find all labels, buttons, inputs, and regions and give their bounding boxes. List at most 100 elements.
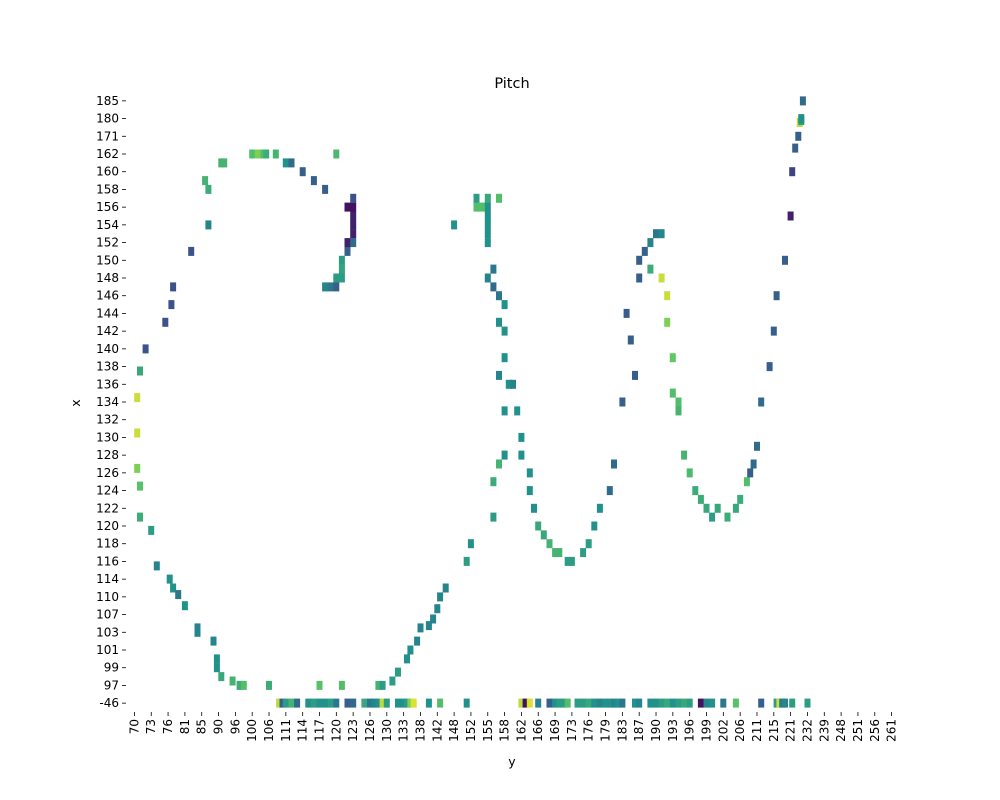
heatmap-cell <box>202 176 209 186</box>
x-tick-label: 196 <box>683 719 697 742</box>
heatmap-cell <box>664 291 671 301</box>
heatmap-cell <box>442 583 449 593</box>
y-tick-label: 162 <box>96 147 119 161</box>
heatmap-cell <box>714 503 721 513</box>
y-tick-label: 136 <box>96 377 119 391</box>
heatmap-cell <box>473 193 480 203</box>
heatmap-cell <box>496 459 502 469</box>
heatmap-cell <box>282 158 289 168</box>
heatmap-cell <box>675 397 682 407</box>
heatmap-cell <box>724 512 731 522</box>
x-tick-label: 114 <box>296 719 310 742</box>
y-tick-label: 130 <box>96 430 119 444</box>
heatmap-cell <box>299 167 306 177</box>
heatmap-cell <box>430 614 437 624</box>
heatmap-cell <box>552 698 559 708</box>
heatmap-cell <box>375 698 382 708</box>
heatmap-cell <box>322 184 329 194</box>
x-tick-label: 221 <box>784 719 798 742</box>
y-tick-label: 103 <box>96 625 119 639</box>
heatmap-cell <box>675 406 682 416</box>
heatmap-cell <box>333 149 340 159</box>
y-tick-label: 146 <box>96 289 119 303</box>
heatmap-cell <box>585 698 592 708</box>
heatmap-cells <box>134 96 811 708</box>
y-axis-label: x <box>68 399 83 406</box>
x-tick-label: 206 <box>733 719 747 742</box>
heatmap-cell <box>574 698 581 708</box>
heatmap-cell <box>782 255 788 265</box>
heatmap-cell <box>632 698 638 708</box>
heatmap-cell <box>484 220 491 230</box>
heatmap-cell <box>531 503 537 513</box>
heatmap-cell <box>463 698 470 708</box>
x-tick-label: 183 <box>615 719 629 742</box>
heatmap-cell <box>789 698 796 708</box>
x-axis-label: y <box>508 754 516 769</box>
heatmap-cell <box>703 503 710 513</box>
heatmap-cell <box>400 698 407 708</box>
x-tick-label: 162 <box>514 719 528 742</box>
heatmap-cell <box>288 158 295 168</box>
heatmap-cell <box>437 698 444 708</box>
y-tick-label: 185 <box>96 94 119 108</box>
x-tick-label: 173 <box>565 719 579 742</box>
heatmap-cell <box>732 503 739 513</box>
heatmap-cell <box>664 317 671 327</box>
x-tick-label: 169 <box>548 719 562 742</box>
y-tick-label: 101 <box>96 643 119 657</box>
heatmap-cell <box>166 574 173 584</box>
heatmap-cell <box>437 592 444 602</box>
heatmap-cell <box>647 238 654 248</box>
heatmap-cell <box>137 366 143 376</box>
heatmap-cell <box>632 370 638 380</box>
heatmap-cell <box>240 680 247 690</box>
heatmap-cell <box>350 238 357 248</box>
heatmap-cell <box>350 229 357 239</box>
heatmap-cell <box>770 326 777 336</box>
x-tick-label: 70 <box>127 719 141 734</box>
heatmap-cell <box>410 698 417 708</box>
heatmap-cell <box>501 406 508 416</box>
heatmap-cell <box>383 698 390 708</box>
x-tick-label: 176 <box>582 719 596 742</box>
heatmap-cell <box>737 494 744 504</box>
heatmap-cell <box>162 317 169 327</box>
heatmap-cell <box>407 698 414 708</box>
heatmap-cell <box>218 672 225 682</box>
heatmap-cell <box>501 450 508 460</box>
heatmap-cell <box>526 486 533 496</box>
heatmap-cell <box>229 676 236 686</box>
x-tick-label: 155 <box>481 719 495 742</box>
heatmap-cell <box>425 621 432 631</box>
heatmap-cell <box>367 698 373 708</box>
heatmap-cell <box>647 698 654 708</box>
heatmap-cell <box>350 202 357 212</box>
x-tick-label: 199 <box>700 719 714 742</box>
y-tick-label: 154 <box>96 218 119 232</box>
x-tick-label: 251 <box>851 719 865 742</box>
heatmap-cell <box>188 246 195 256</box>
x-tick-label: 96 <box>228 719 242 734</box>
heatmap-cell <box>361 698 368 708</box>
y-tick-label: 142 <box>96 324 119 338</box>
heatmap-cell <box>505 379 512 389</box>
heatmap-cell <box>501 300 508 310</box>
heatmap-cell <box>473 202 480 212</box>
heatmap-cell <box>221 158 228 168</box>
y-tick-label: 171 <box>96 129 119 143</box>
heatmap-cell <box>463 556 470 566</box>
heatmap-cell <box>560 698 567 708</box>
heatmap-cell <box>564 556 571 566</box>
x-tick-label: 152 <box>464 719 478 742</box>
x-tick-label: 261 <box>885 719 899 742</box>
heatmap-cell <box>686 698 693 708</box>
y-axis-ticks: 185 180 171 162 160 158 156 154 152 150 148 146 144 1… <box>96 94 126 710</box>
y-tick-label: 118 <box>96 537 119 551</box>
heatmap-cell <box>305 698 312 708</box>
heatmap-cell <box>322 698 329 708</box>
x-tick-label: 120 <box>329 719 343 742</box>
heatmap-cell <box>703 698 710 708</box>
heatmap-cell <box>758 397 765 407</box>
heatmap-cell <box>546 539 553 549</box>
